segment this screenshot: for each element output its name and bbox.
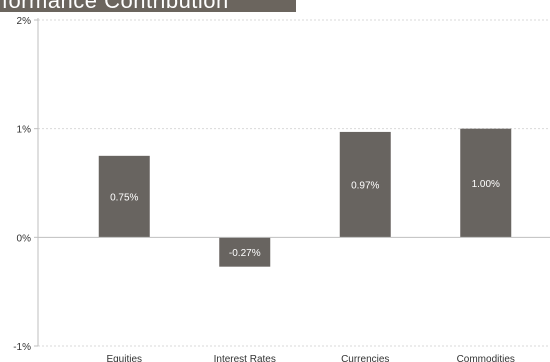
bar-currencies xyxy=(339,131,391,238)
data-label: -0.27% xyxy=(229,248,261,259)
y-tick-label: 0% xyxy=(17,233,32,244)
bar-commodities xyxy=(460,128,512,238)
y-tick-label: 2% xyxy=(17,16,32,27)
x-tick-label: Equities xyxy=(106,354,142,362)
bar-equities xyxy=(98,155,150,238)
page-title: rformance Contribution xyxy=(0,0,229,12)
x-tick-label: Interest Rates xyxy=(214,354,276,362)
x-tick-label: Commodities xyxy=(457,354,515,362)
y-tick-label: 1% xyxy=(17,125,32,136)
y-tick-label: -1% xyxy=(13,342,31,353)
bar-interest-rates xyxy=(219,237,271,267)
data-label: 0.75% xyxy=(110,193,138,204)
x-tick-label: Currencies xyxy=(341,354,389,362)
title-band: rformance Contribution xyxy=(0,0,296,12)
data-label: 0.97% xyxy=(351,181,379,192)
data-label: 1.00% xyxy=(472,179,500,190)
